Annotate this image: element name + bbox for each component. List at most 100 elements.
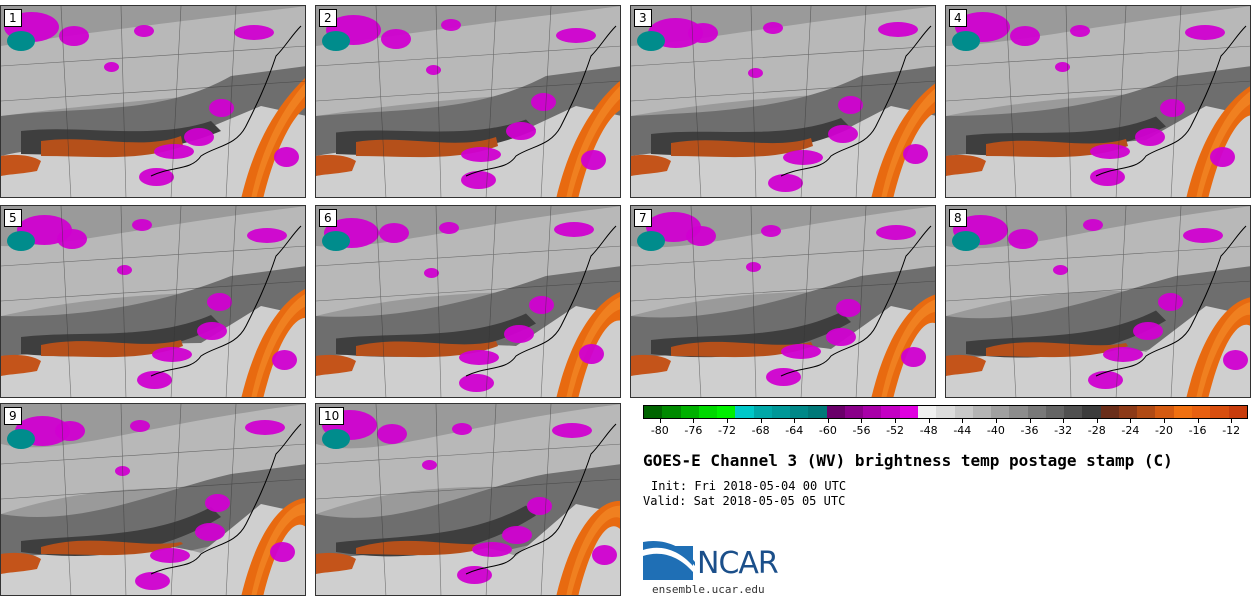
colorbar-swatch [936, 406, 955, 418]
map-image [946, 6, 1250, 197]
colorbar-tick [1197, 419, 1199, 423]
colorbar-swatch [662, 406, 681, 418]
map-image [316, 404, 620, 595]
colorbar-swatch [1009, 406, 1028, 418]
map-panel-7: 7 [630, 205, 936, 398]
map-image [1, 404, 305, 595]
colorbar-swatch [1228, 406, 1247, 418]
colorbar-tick [659, 419, 661, 423]
colorbar-swatch [917, 406, 937, 418]
panel-number: 7 [634, 209, 652, 227]
colorbar-swatch [881, 406, 900, 418]
map-panel-1: 1 [0, 5, 306, 198]
colorbar-tick-label: -72 [718, 424, 736, 437]
colorbar-tick-label: -48 [919, 424, 938, 437]
ncar-logo-icon [643, 540, 695, 580]
colorbar-swatch [1082, 406, 1101, 418]
panel-number: 3 [634, 9, 652, 27]
colorbar-swatch [954, 406, 973, 418]
map-panel-9: 9 [0, 403, 306, 596]
colorbar-swatch [1064, 406, 1083, 418]
colorbar-tick-label: -32 [1054, 424, 1073, 437]
map-panel-3: 3 [630, 5, 936, 198]
panel-number: 2 [319, 9, 337, 27]
colorbar-tick [693, 419, 695, 423]
colorbar-tick [895, 419, 897, 423]
colorbar-swatch [1210, 406, 1229, 418]
colorbar-tick [1130, 419, 1132, 423]
colorbar-swatch [771, 406, 791, 418]
logo-url: ensemble.ucar.edu [652, 583, 765, 596]
panel-number: 8 [949, 209, 967, 227]
panel-number: 4 [949, 9, 967, 27]
colorbar-swatch [899, 406, 918, 418]
figure-title: GOES-E Channel 3 (WV) brightness temp po… [643, 451, 1173, 470]
colorbar-tick-label: -20 [1154, 424, 1173, 437]
map-image [1, 206, 305, 397]
colorbar-tick-label: -12 [1222, 424, 1241, 437]
colorbar-swatch [753, 406, 772, 418]
map-image [946, 206, 1250, 397]
colorbar-swatch [991, 406, 1010, 418]
colorbar-tick [1096, 419, 1098, 423]
colorbar-tick-label: -40 [986, 424, 1005, 437]
colorbar-tick [861, 419, 863, 423]
colorbar-tick-label: -44 [953, 424, 972, 437]
colorbar-tick [1063, 419, 1065, 423]
colorbar [643, 405, 1248, 419]
colorbar-tick [794, 419, 796, 423]
colorbar-tick [962, 419, 964, 423]
colorbar-tick [827, 419, 829, 423]
colorbar-tick-label: -52 [886, 424, 905, 437]
colorbar-swatch [717, 406, 736, 418]
colorbar-tick-label: -80 [650, 424, 669, 437]
colorbar-swatch [972, 406, 992, 418]
colorbar-tick [1231, 419, 1233, 423]
colorbar-tick [1029, 419, 1031, 423]
colorbar-tick [928, 419, 930, 423]
colorbar-tick-label: -16 [1188, 424, 1207, 437]
colorbar-swatch [863, 406, 882, 418]
colorbar-swatch [1100, 406, 1119, 418]
panel-number: 9 [4, 407, 22, 425]
colorbar-tick-label: -28 [1087, 424, 1106, 437]
colorbar-tick-label: -76 [684, 424, 703, 437]
colorbar-tick-label: -60 [818, 424, 837, 437]
colorbar-tick-label: -36 [1020, 424, 1039, 437]
colorbar-tick-label: -64 [785, 424, 804, 437]
colorbar-swatch [680, 406, 699, 418]
colorbar-swatch [698, 406, 718, 418]
colorbar-swatch [735, 406, 754, 418]
map-image [1, 6, 305, 197]
valid-time: Valid: Sat 2018-05-05 05 UTC [643, 494, 846, 508]
colorbar-tick [727, 419, 729, 423]
map-panel-5: 5 [0, 205, 306, 398]
map-panel-8: 8 [945, 205, 1251, 398]
colorbar-swatch [844, 406, 864, 418]
colorbar-swatch [1045, 406, 1065, 418]
colorbar-tick-label: -68 [751, 424, 770, 437]
colorbar-tick [1163, 419, 1165, 423]
map-panel-2: 2 [315, 5, 621, 198]
colorbar-swatch [826, 406, 845, 418]
colorbar-swatch [1191, 406, 1211, 418]
logo-wordmark: NCAR [697, 546, 779, 581]
colorbar-tick-label: -56 [852, 424, 871, 437]
map-image [631, 6, 935, 197]
panel-number: 5 [4, 209, 22, 227]
colorbar-tick-label: -24 [1121, 424, 1140, 437]
colorbar-swatch [644, 406, 663, 418]
map-panel-4: 4 [945, 5, 1251, 198]
map-image [316, 206, 620, 397]
colorbar-swatch [808, 406, 827, 418]
colorbar-swatch [1137, 406, 1156, 418]
init-time: Init: Fri 2018-05-04 00 UTC [651, 479, 847, 493]
colorbar-swatch [1118, 406, 1138, 418]
map-image [631, 206, 935, 397]
colorbar-tick [760, 419, 762, 423]
colorbar-swatch [1173, 406, 1192, 418]
panel-number: 6 [319, 209, 337, 227]
colorbar-swatch [1155, 406, 1174, 418]
panel-number: 10 [319, 407, 345, 425]
panel-number: 1 [4, 9, 22, 27]
